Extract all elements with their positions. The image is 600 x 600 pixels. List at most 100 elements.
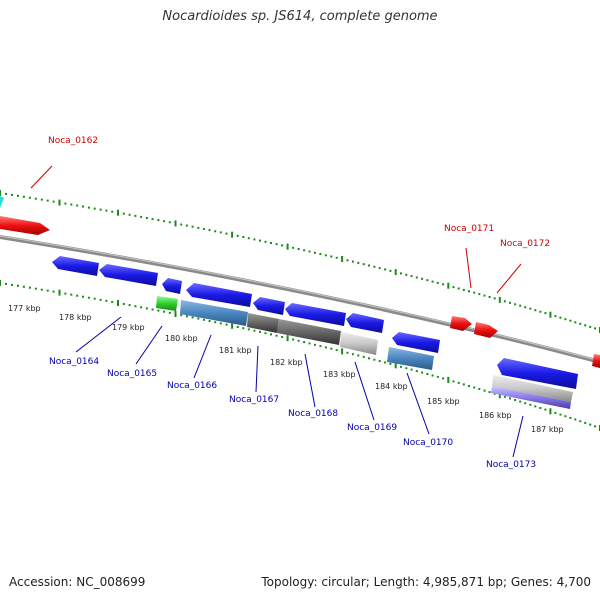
ruler-minor-tick	[253, 238, 256, 241]
ruler-minor-tick	[519, 400, 522, 403]
ruler-minor-tick	[314, 343, 316, 346]
ruler-minor-tick	[529, 403, 532, 406]
gene-label-noca-0167[interactable]: Noca_0167	[229, 395, 279, 405]
gene-label-noca-0172[interactable]: Noca_0172	[500, 239, 550, 249]
ruler-minor-tick	[128, 213, 131, 216]
ruler-minor-tick	[303, 249, 306, 252]
ruler-minor-tick	[214, 321, 217, 324]
tick-label: 182 kbp	[270, 358, 303, 367]
ruler-minor-tick	[362, 355, 365, 358]
ruler-minor-tick	[34, 287, 37, 290]
ruler-minor-tick	[82, 205, 84, 208]
ruler-minor-tick	[436, 375, 439, 378]
ruler-minor-tick	[400, 272, 402, 275]
ruler-minor-tick	[236, 326, 239, 328]
ruler-minor-tick	[208, 229, 211, 232]
ruler-minor-tick	[22, 195, 25, 198]
gene-label-noca-0169[interactable]: Noca_0169	[347, 423, 397, 433]
ruler-minor-tick	[457, 287, 460, 290]
gene-label-noca-0165[interactable]: Noca_0165	[107, 369, 157, 379]
ruler-minor-tick	[330, 255, 333, 258]
ruler-minor-tick	[529, 307, 532, 310]
ruler-minor-tick	[247, 328, 250, 331]
ruler-minor-tick	[219, 322, 222, 325]
ruler-minor-tick	[46, 199, 49, 202]
ruler-minor-tick	[452, 380, 455, 383]
ruler-minor-tick	[415, 370, 418, 373]
reverse-gene-block	[162, 278, 182, 294]
ruler-minor-tick	[145, 217, 148, 219]
ruler-minor-tick	[314, 251, 316, 254]
ruler-minor-tick	[384, 268, 387, 271]
gene-label-noca-0164[interactable]: Noca_0164	[49, 357, 99, 367]
ruler-minor-tick	[292, 246, 295, 249]
ruler-minor-tick	[202, 228, 205, 230]
ruler-minor-tick	[319, 253, 322, 255]
ruler-minor-tick	[483, 294, 486, 297]
ruler-minor-tick	[346, 351, 349, 354]
ruler-minor-tick	[452, 286, 455, 289]
ruler-minor-tick	[197, 317, 200, 320]
ruler-minor-tick	[554, 411, 557, 414]
ruler-minor-tick	[584, 324, 587, 327]
ruler-minor-tick	[579, 420, 582, 423]
ruler-minor-tick	[134, 214, 137, 217]
ruler-minor-tick	[168, 311, 171, 314]
reverse-gene-block	[492, 375, 573, 402]
ruler-major-tick	[58, 289, 61, 296]
gene-label-noca-0171[interactable]: Noca_0171	[444, 224, 494, 234]
ruler-minor-tick	[87, 296, 90, 299]
ruler-minor-tick	[524, 402, 527, 405]
ruler-minor-tick	[76, 204, 79, 207]
ruler-minor-tick	[335, 256, 338, 259]
ruler-minor-tick	[28, 196, 31, 199]
ruler-minor-tick	[46, 289, 49, 292]
ruler-minor-tick	[180, 314, 183, 317]
gene-label-noca-0168[interactable]: Noca_0168	[288, 409, 338, 419]
ruler-minor-tick	[297, 339, 300, 342]
ruler-minor-tick	[11, 193, 13, 196]
ruler-minor-tick	[574, 321, 577, 324]
ruler-minor-tick	[373, 358, 376, 361]
ruler-minor-tick	[17, 194, 19, 197]
ruler-minor-tick	[389, 269, 392, 272]
ruler-minor-tick	[70, 203, 73, 206]
ruler-minor-tick	[242, 327, 245, 330]
gene-label-noca-0173[interactable]: Noca_0173	[486, 460, 536, 470]
ruler-major-tick	[174, 311, 177, 317]
gene-label-noca-0162[interactable]: Noca_0162	[48, 136, 98, 146]
ruler-minor-tick	[253, 329, 256, 332]
ruler-minor-tick	[488, 391, 491, 394]
ruler-minor-tick	[330, 347, 333, 350]
ruler-minor-tick	[151, 308, 154, 311]
ruler-minor-tick	[509, 301, 511, 304]
ruler-minor-tick	[5, 192, 7, 195]
ruler-minor-tick	[473, 291, 476, 294]
ruler-minor-tick	[93, 297, 96, 300]
ruler-minor-tick	[462, 288, 465, 291]
ruler-minor-tick	[64, 292, 67, 295]
ruler-minor-tick	[324, 254, 327, 257]
ruler-minor-tick	[303, 341, 306, 344]
ruler-minor-tick	[410, 275, 413, 278]
tick-label: 185 kbp	[427, 397, 460, 406]
ruler-major-tick	[549, 311, 552, 318]
ruler-minor-tick	[539, 407, 542, 409]
ruler-minor-tick	[236, 234, 239, 237]
gene-label-noca-0170[interactable]: Noca_0170	[403, 438, 453, 448]
ruler-minor-tick	[168, 221, 171, 224]
ruler-minor-tick	[270, 333, 272, 336]
forward-gene-block	[474, 322, 498, 338]
accession-text: Accession: NC_008699	[9, 575, 146, 589]
tick-label: 187 kbp	[531, 425, 564, 434]
ruler-minor-tick	[468, 290, 470, 293]
ruler-minor-tick	[351, 353, 354, 356]
ruler-minor-tick	[219, 231, 222, 234]
ruler-minor-tick	[292, 338, 295, 341]
ruler-minor-tick	[559, 316, 562, 319]
ruler-minor-tick	[208, 320, 211, 322]
ruler-minor-tick	[421, 371, 424, 374]
ruler-minor-tick	[362, 263, 365, 266]
gene-label-noca-0166[interactable]: Noca_0166	[167, 381, 217, 391]
ruler-minor-tick	[247, 237, 250, 240]
